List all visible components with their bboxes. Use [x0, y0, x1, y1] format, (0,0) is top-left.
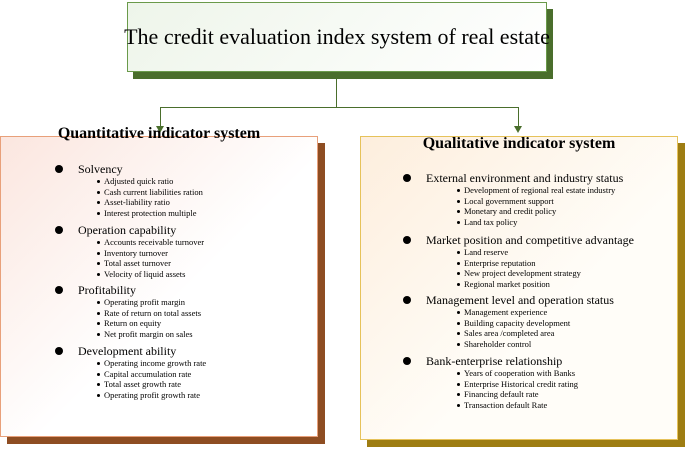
indicator-item: Years of cooperation with Banks [457, 368, 578, 379]
indicator-item: Velocity of liquid assets [97, 269, 204, 280]
indicator-item: Operating profit growth rate [97, 390, 206, 401]
indicator-list: Operating income growth rate Capital accu… [97, 358, 206, 401]
group-label: External environment and industry status [402, 171, 623, 185]
qualitative-panel: Qualitative indicator system [360, 135, 678, 440]
quantitative-panel: Quantitative indicator system [0, 125, 318, 437]
indicator-item: Inventory turnover [97, 248, 204, 259]
group-label: Solvency [55, 162, 203, 176]
group-label: Profitability [54, 283, 201, 297]
group-label: Management level and operation status [403, 293, 614, 307]
indicator-item: Financing default rate [457, 389, 578, 400]
indicator-list: Land reserve Enterprise reputation New pro… [457, 247, 634, 290]
indicator-item: Rate of return on total assets [97, 308, 201, 319]
indicator-item: Management experience [457, 307, 614, 318]
arrow-left-icon [156, 126, 164, 133]
indicator-group: External environment and industry status… [402, 171, 623, 228]
indicator-item: Transaction default Rate [457, 400, 578, 411]
indicator-group: Bank-enterprise relationship Years of coo… [403, 354, 578, 411]
indicator-list: Management experience Building capacity d… [457, 307, 614, 350]
indicator-item: Return on equity [97, 318, 201, 329]
indicator-item: New project development strategy [457, 268, 634, 279]
indicator-item: Net profit margin on sales [97, 329, 201, 340]
indicator-list: Development of regional real estate indu… [457, 185, 623, 228]
group-label: Bank-enterprise relationship [403, 354, 578, 368]
indicator-item: Land reserve [457, 247, 634, 258]
indicator-item: Land tax policy [457, 217, 623, 228]
indicator-group: Market position and competitive advantag… [403, 233, 634, 290]
indicator-list: Operating profit margin Rate of return on… [97, 297, 201, 340]
panel-title: Quantitative indicator system [57, 125, 261, 142]
arrow-right-icon [514, 126, 522, 133]
indicator-item: Local government support [457, 196, 623, 207]
connector-left [160, 107, 161, 127]
indicator-group: Development ability Operating income grow… [54, 344, 206, 401]
indicator-item: Total asset turnover [97, 258, 204, 269]
indicator-item: Development of regional real estate indu… [457, 185, 623, 196]
indicator-item: Monetary and credit policy [457, 206, 623, 217]
indicator-item: Regional market position [457, 279, 634, 290]
indicator-item: Operating profit margin [97, 297, 201, 308]
panel-title: Qualitative indicator system [422, 135, 616, 152]
indicator-item: Shareholder control [457, 339, 614, 350]
indicator-item: Sales area /completed area [457, 328, 614, 339]
group-label: Development ability [54, 344, 206, 358]
indicator-item: Interest protection multiple [97, 208, 203, 219]
indicator-item: Accounts receivable turnover [97, 237, 204, 248]
indicator-item: Operating income growth rate [97, 358, 206, 369]
indicator-item: Enterprise Historical credit rating [457, 379, 578, 390]
indicator-item: Building capacity development [457, 318, 614, 329]
connector-trunk [336, 78, 337, 108]
indicator-list: Accounts receivable turnover Inventory tu… [97, 237, 204, 280]
indicator-list: Adjusted quick ratio Cash current liabili… [97, 176, 203, 219]
root-node: The credit evaluation index system of re… [124, 2, 550, 72]
root-title: The credit evaluation index system of re… [124, 24, 550, 49]
connector-bar [160, 107, 519, 108]
indicator-group: Operation capability Accounts receivable … [54, 223, 204, 280]
group-label: Operation capability [54, 223, 204, 237]
indicator-group: Profitability Operating profit margin Rate… [54, 283, 201, 340]
connector-right [518, 107, 519, 127]
indicator-item: Total asset growth rate [97, 379, 206, 390]
group-label: Market position and competitive advantag… [403, 233, 634, 247]
indicator-item: Enterprise reputation [457, 258, 634, 269]
indicator-item: Cash current liabilities ration [97, 187, 203, 198]
indicator-group: Management level and operation status Man… [403, 293, 614, 350]
indicator-item: Adjusted quick ratio [97, 176, 203, 187]
indicator-group: Solvency Adjusted quick ratio Cash current… [55, 162, 203, 219]
indicator-list: Years of cooperation with Banks Enterpris… [457, 368, 578, 411]
indicator-item: Asset-liability ratio [97, 197, 203, 208]
indicator-item: Capital accumulation rate [97, 369, 206, 380]
